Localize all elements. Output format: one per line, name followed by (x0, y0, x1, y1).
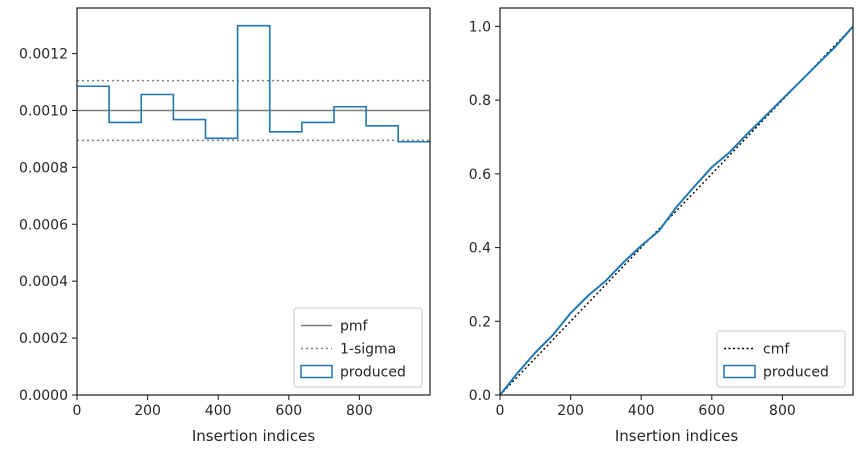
legend-box (293, 307, 423, 388)
x-tick-label: 200 (134, 403, 161, 419)
x-axis-ticks: 0 200 400 600 800 (496, 395, 796, 419)
y-tick-label: 0.0006 (19, 217, 68, 233)
histogram-axes-frame (76, 7, 431, 396)
y-tick-label: 0.0000 (19, 388, 68, 404)
y-tick-label: 1.0 (469, 19, 491, 35)
legend-label: cmf (763, 342, 790, 358)
histogram-legend: pmf 1-sigma produced (293, 307, 423, 388)
produced-histogram-step (77, 24, 430, 143)
legend-handle (300, 364, 333, 379)
x-tick-label: 600 (275, 403, 302, 419)
cumulative-axes-frame (499, 7, 854, 396)
x-axis-ticks: 0 200 400 600 800 (73, 395, 373, 419)
x-tick-label: 800 (346, 403, 373, 419)
y-tick-label: 0.6 (469, 167, 491, 183)
y-tick-label: 0.4 (469, 241, 491, 257)
legend-label: produced (763, 365, 829, 381)
histogram-series (77, 24, 430, 143)
x-tick-label: 800 (769, 403, 796, 419)
y-axis-ticks: 0.0 0.2 0.4 0.6 0.8 1.0 (469, 19, 500, 404)
x-tick-label: 400 (628, 403, 655, 419)
y-tick-label: 0.0004 (19, 274, 68, 290)
legend-label: produced (340, 365, 406, 381)
y-tick-label: 0.0012 (19, 47, 68, 63)
y-tick-label: 0.0008 (19, 160, 68, 176)
y-tick-label: 0.0002 (19, 331, 68, 347)
x-axis-label: Insertion indices (615, 427, 738, 445)
legend-label: pmf (340, 319, 369, 335)
produced-cumulative-line (499, 25, 854, 396)
y-tick-label: 0.0010 (19, 103, 68, 119)
histogram-panel: 0 200 400 600 800 0.00000.00020.00040.00060.… (19, 7, 431, 445)
cumulative-series (499, 25, 854, 396)
x-tick-label: 0 (73, 403, 82, 419)
cumulative-panel: 0 200 400 600 800 0.0 0.2 0.4 0.6 0.8 1.0 Inserti… (469, 7, 854, 445)
x-tick-label: 600 (698, 403, 725, 419)
cumulative-legend: cmf produced (716, 330, 846, 388)
legend-box (716, 330, 846, 388)
x-axis-label: Insertion indices (192, 427, 315, 445)
legend-handle (723, 364, 756, 379)
reference-lines (77, 79, 430, 142)
x-tick-label: 0 (496, 403, 505, 419)
y-tick-label: 0.2 (469, 314, 491, 330)
x-tick-label: 400 (205, 403, 232, 419)
x-tick-label: 200 (557, 403, 584, 419)
y-tick-label: 0.0 (469, 388, 491, 404)
y-tick-label: 0.8 (469, 93, 491, 109)
legend-label: 1-sigma (340, 342, 396, 358)
y-axis-ticks: 0.0000 0.0002 0.0004 0.0006 0.0008 0.0010 0.00… (19, 47, 77, 404)
